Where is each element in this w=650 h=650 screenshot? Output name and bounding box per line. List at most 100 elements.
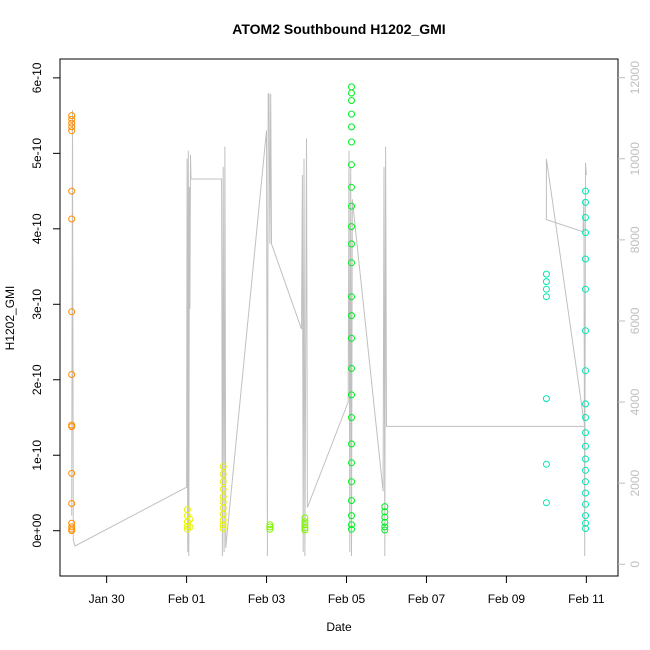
data-point <box>542 270 550 278</box>
data-point <box>582 285 589 293</box>
data-point <box>219 478 227 486</box>
secondary-line-path <box>71 93 587 557</box>
y-tick-label: 5e-10 <box>30 138 44 169</box>
data-point <box>348 312 355 320</box>
x-tick-label: Feb 03 <box>248 592 286 606</box>
y-axis-label: H1202_GMI <box>3 286 17 351</box>
x-tick-label: Feb 09 <box>488 592 526 606</box>
data-point <box>68 308 76 316</box>
data-point <box>348 240 355 248</box>
data-point <box>348 161 355 169</box>
data-point <box>68 127 76 135</box>
y-tick-label: 1e-10 <box>30 440 44 471</box>
data-point <box>348 293 355 301</box>
data-point <box>582 500 589 508</box>
y-tick-label: 6e-10 <box>30 62 44 93</box>
data-point <box>381 508 389 516</box>
data-point <box>348 183 355 191</box>
data-point <box>266 525 274 533</box>
y2-tick-label: 10000 <box>628 142 642 176</box>
data-point <box>542 293 550 301</box>
data-point <box>381 518 389 526</box>
data-point <box>582 367 589 375</box>
data-point <box>582 255 589 263</box>
data-point <box>348 512 355 520</box>
data-point <box>582 466 589 474</box>
x-tick-label: Jan 30 <box>89 592 125 606</box>
data-points <box>68 83 589 535</box>
data-point <box>542 285 550 293</box>
data-point <box>582 198 589 206</box>
data-point <box>219 463 227 471</box>
data-point <box>348 414 355 421</box>
data-point <box>219 521 227 529</box>
data-point <box>381 503 389 511</box>
y2-tick-label: 2000 <box>628 469 642 496</box>
data-point <box>348 89 355 97</box>
data-point <box>582 512 589 520</box>
data-point <box>542 395 550 403</box>
data-point <box>219 470 227 478</box>
data-point <box>348 110 355 118</box>
data-point <box>348 525 355 533</box>
data-point <box>301 526 309 534</box>
data-point <box>68 423 76 431</box>
data-point <box>348 97 355 104</box>
data-point <box>266 521 274 529</box>
secondary-series-line <box>71 93 587 557</box>
data-point <box>186 523 194 531</box>
chart-title: ATOM2 Southbound H1202_GMI <box>232 21 445 37</box>
data-point <box>582 489 589 497</box>
x-tick-label: Feb 05 <box>328 592 366 606</box>
y-tick-label: 4e-10 <box>30 213 44 244</box>
data-point <box>68 469 76 477</box>
x-axis: Jan 30 Feb 01 Feb 03 Feb 05 Feb 07 Feb 09 Feb … <box>89 576 605 606</box>
data-point <box>68 119 76 127</box>
x-tick-label: Feb 11 <box>568 592 605 606</box>
data-point <box>219 516 227 524</box>
data-point <box>68 500 76 507</box>
data-point <box>301 521 309 529</box>
data-point <box>582 525 589 532</box>
data-point <box>68 123 76 131</box>
data-point <box>542 278 550 286</box>
data-point <box>381 513 389 521</box>
x-tick-label: Feb 01 <box>168 592 206 606</box>
y2-tick-label: 8000 <box>628 226 642 253</box>
data-point <box>186 515 194 523</box>
y-tick-label: 2e-10 <box>30 364 44 395</box>
data-point <box>219 525 227 532</box>
data-point <box>348 364 355 372</box>
data-point <box>68 115 76 123</box>
data-point <box>68 527 76 535</box>
data-point <box>68 371 76 378</box>
data-point <box>348 440 355 448</box>
data-point <box>219 485 227 493</box>
data-point <box>582 229 589 237</box>
data-point <box>348 391 355 399</box>
data-point <box>348 334 355 342</box>
x-tick-label: Feb 07 <box>408 592 446 606</box>
data-point <box>348 123 355 131</box>
y2-tick-label: 6000 <box>628 307 642 334</box>
data-point <box>582 414 589 421</box>
data-point <box>381 526 389 534</box>
data-point <box>301 524 309 532</box>
x-axis-label: Date <box>326 620 352 634</box>
data-point <box>301 514 309 522</box>
data-point <box>348 202 355 210</box>
y2-axis: 0 2000 4000 6000 8000 10000 12000 <box>618 61 642 568</box>
data-point <box>348 138 355 146</box>
data-point <box>348 83 355 91</box>
y-axis: 0e+00 1e-10 2e-10 3e-10 4e-10 5e-10 6e-10 <box>30 62 60 548</box>
data-point <box>68 523 76 531</box>
plot-frame <box>59 58 619 577</box>
y-tick-label: 0e+00 <box>30 514 44 548</box>
y2-tick-label: 4000 <box>628 388 642 415</box>
data-point <box>381 523 389 531</box>
data-point <box>582 455 589 463</box>
data-point <box>348 259 355 267</box>
data-point <box>348 497 355 504</box>
data-point <box>542 460 550 468</box>
data-point <box>348 478 355 486</box>
